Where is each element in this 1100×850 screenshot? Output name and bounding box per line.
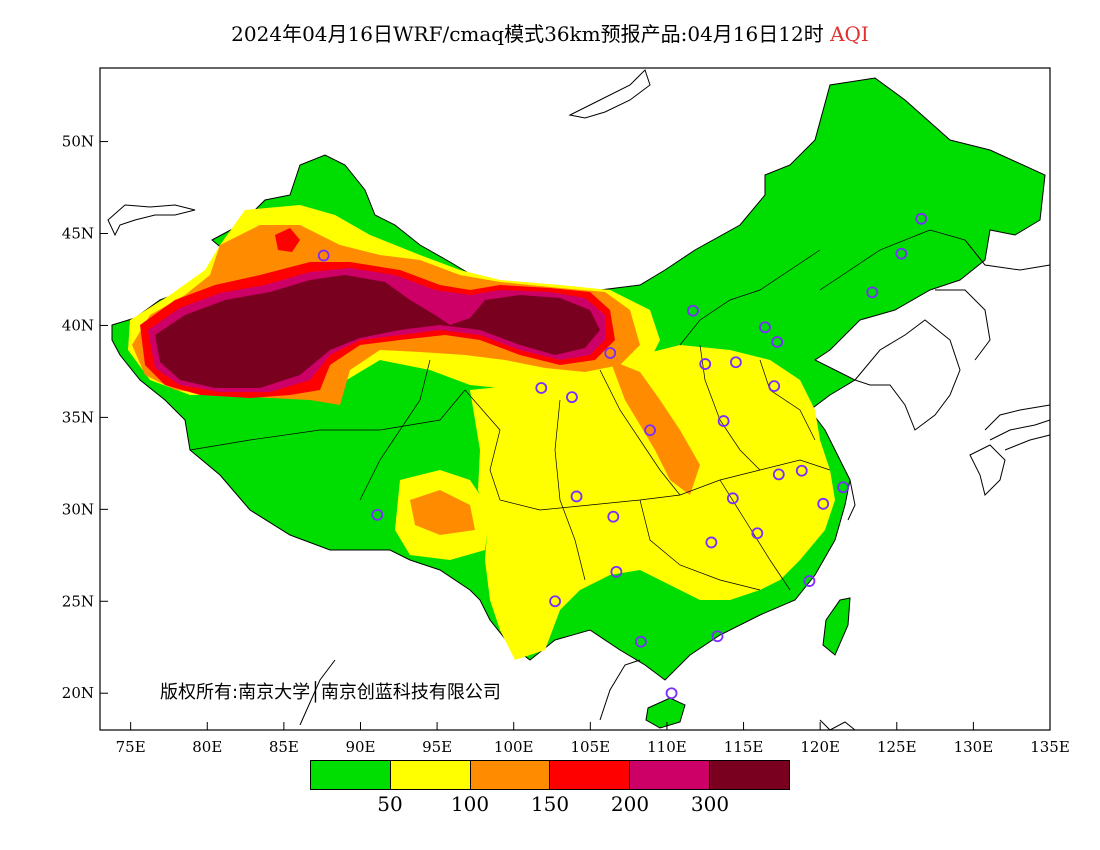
- station-marker: [535, 382, 548, 394]
- station-marker: [665, 687, 678, 700]
- station-marker: [772, 468, 785, 481]
- legend-swatch: [710, 761, 789, 789]
- station-marker: [705, 536, 718, 549]
- station-marker: [726, 492, 739, 505]
- aqi-hotspot-xinjiang: [275, 228, 300, 252]
- legend-swatch: [470, 761, 551, 789]
- lon-tick-label: 80E: [192, 738, 222, 756]
- hainan-island: [645, 697, 686, 729]
- station-marker: [771, 336, 784, 348]
- station-marker: [759, 321, 771, 334]
- station-marker: [768, 380, 781, 393]
- station-marker: [795, 464, 808, 477]
- station-marker: [317, 249, 330, 262]
- station-marker: [751, 527, 764, 540]
- aqi-yellow-region: [470, 345, 835, 660]
- station-marker: [803, 575, 816, 587]
- station-marker: [895, 247, 908, 260]
- copyright-text: 版权所有:南京大学│南京创蓝科技有限公司: [160, 682, 501, 703]
- lon-tick-label: 105E: [571, 738, 611, 756]
- station-marker: [566, 391, 578, 404]
- station-marker: [817, 497, 830, 510]
- legend-label: 300: [690, 792, 730, 816]
- aqi-maroon-region: [155, 275, 600, 388]
- lat-tick-label: 30N: [62, 500, 94, 518]
- station-marker: [644, 424, 656, 437]
- lon-axis: 75E 80E 85E 90E 95E 100E 105E 110E 115E 120E 125E 1…: [116, 722, 1070, 756]
- station-marker: [915, 212, 928, 225]
- legend-swatch: [311, 761, 391, 789]
- taiwan-island: [822, 597, 851, 656]
- lon-tick-label: 120E: [800, 738, 840, 756]
- station-marker: [699, 358, 712, 370]
- lat-axis: 50N 45N 40N 35N 30N 25N 20N: [62, 133, 108, 702]
- aqi-field: [111, 77, 1046, 729]
- lon-tick-label: 125E: [877, 738, 917, 756]
- station-marker: [604, 347, 617, 359]
- neighbor-coastlines: [107, 69, 1051, 731]
- lon-tick-label: 85E: [269, 738, 299, 756]
- station-marker: [717, 415, 730, 427]
- lon-tick-label: 100E: [494, 738, 534, 756]
- lat-tick-label: 25N: [62, 592, 94, 610]
- station-marker: [634, 635, 647, 648]
- station-marker: [711, 630, 724, 643]
- station-marker: [837, 481, 850, 494]
- station-marker: [687, 304, 699, 317]
- map-title: 2024年04月16日WRF/cmaq模式36km预报产品:04月16日12时 …: [0, 18, 1100, 47]
- lon-tick-label: 130E: [954, 738, 994, 756]
- station-marker: [549, 595, 561, 608]
- lat-tick-label: 20N: [62, 684, 94, 702]
- lon-tick-label: 95E: [422, 738, 452, 756]
- legend-swatch: [550, 761, 631, 789]
- title-variable: AQI: [830, 22, 869, 46]
- station-markers: [317, 212, 928, 700]
- legend-label: 100: [450, 792, 490, 816]
- province-boundaries: [189, 229, 966, 591]
- legend-swatch: [390, 761, 471, 789]
- station-marker: [610, 565, 623, 578]
- station-marker: [607, 510, 620, 523]
- aqi-orange-tibet: [410, 490, 475, 535]
- lon-tick-label: 75E: [116, 738, 146, 756]
- lon-tick-label: 90E: [345, 738, 375, 756]
- lat-tick-label: 35N: [62, 408, 94, 426]
- legend-label: 200: [610, 792, 650, 816]
- lon-tick-label: 135E: [1030, 738, 1070, 756]
- lat-tick-label: 45N: [62, 225, 94, 243]
- lon-tick-label: 110E: [647, 738, 687, 756]
- legend-label: 150: [530, 792, 570, 816]
- station-marker: [729, 356, 742, 369]
- lat-tick-label: 40N: [62, 316, 94, 334]
- title-main: 2024年04月16日WRF/cmaq模式36km预报产品:04月16日12时: [231, 22, 824, 46]
- station-marker: [866, 286, 879, 299]
- station-marker: [570, 490, 583, 503]
- aqi-legend: [310, 760, 790, 790]
- legend-swatch: [630, 761, 711, 789]
- lon-tick-label: 115E: [724, 738, 764, 756]
- station-marker: [371, 508, 384, 521]
- lat-tick-label: 50N: [62, 133, 94, 151]
- legend-label: 50: [377, 792, 403, 816]
- map-frame: [99, 67, 1051, 731]
